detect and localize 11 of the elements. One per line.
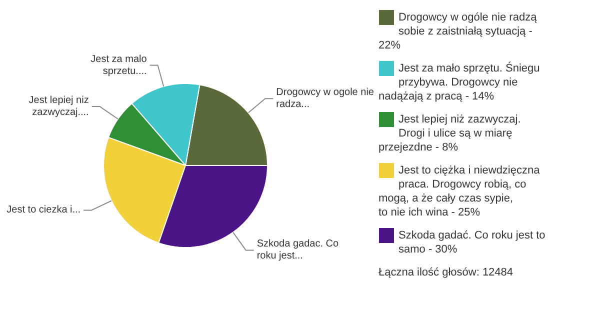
legend-label: Jest to ciężka i niewdzięczna praca. Drogowcy robią, co mogą, a że cały czas sypie, to nie ich wina - 25% [378, 164, 541, 218]
text: Jest za malo sprzetu.... [90, 54, 148, 77]
text: Szkoda gadac. Co roku jest... [256, 238, 339, 262]
legend-label: Szkoda gadać. Co roku jest to samo - 30% [398, 230, 546, 256]
legend-label: Jest za mało sprzętu. Śniegu przybywa. Drogowcy nie nadążają z pracą - 14% [378, 62, 540, 102]
legend-label: Drogowcy w ogóle nie radzą sobie z zaistniałą sytuacją - 22% [378, 12, 538, 52]
text: Drogowcy w ogole nie radza... [276, 87, 374, 110]
text: Jest to ciezka i... [6, 204, 81, 216]
text: Jest lepiej niz zazwyczaj.... [28, 95, 89, 118]
text: Łączna ilość głosów: 12484 [378, 266, 514, 278]
legend-label: Jest lepiej niż zazwyczaj. Drogi i ulice są w miarę przejezdne - 8% [378, 114, 521, 154]
